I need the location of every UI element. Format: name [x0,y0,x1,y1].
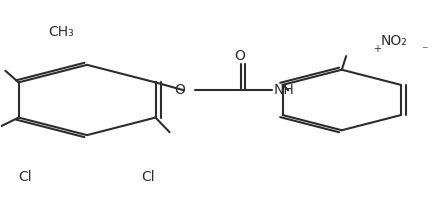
Text: +: + [373,44,381,54]
Text: ⁻: ⁻ [421,45,428,58]
Text: Cl: Cl [19,170,32,184]
Text: CH₃: CH₃ [48,25,73,39]
Text: NH: NH [274,83,294,97]
Text: O: O [234,49,245,63]
Text: NO₂: NO₂ [381,34,408,48]
Text: O: O [174,83,185,97]
Text: Cl: Cl [142,170,155,184]
